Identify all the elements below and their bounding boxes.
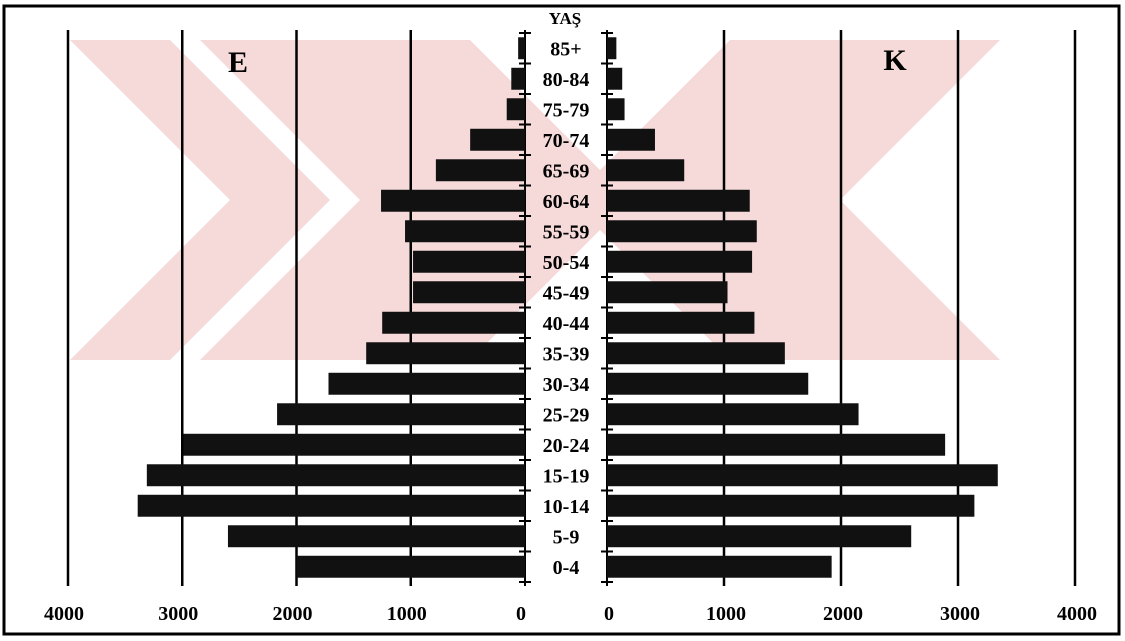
bar-e-30-34 bbox=[328, 372, 525, 395]
age-label: 70-74 bbox=[543, 130, 590, 152]
bar-k-55-59 bbox=[607, 220, 757, 243]
bar-e-20-24 bbox=[183, 433, 525, 456]
bar-e-80-84 bbox=[511, 67, 525, 90]
age-label: 80-84 bbox=[543, 69, 590, 91]
left-series-label: E bbox=[228, 46, 248, 79]
bar-k-80-84 bbox=[607, 67, 623, 90]
bar-k-20-24 bbox=[607, 433, 946, 456]
right-series-label: K bbox=[883, 44, 907, 77]
watermark bbox=[70, 40, 1000, 360]
bar-e-45-49 bbox=[413, 281, 525, 304]
age-label: 10-14 bbox=[543, 496, 590, 518]
x-tick-label: 3000 bbox=[940, 603, 980, 625]
bars bbox=[137, 37, 998, 578]
bar-e-85+ bbox=[518, 37, 525, 60]
bar-e-40-44 bbox=[382, 311, 525, 334]
x-tick-label: 4000 bbox=[1057, 603, 1097, 625]
age-label: 45-49 bbox=[543, 282, 590, 304]
age-label: 65-69 bbox=[543, 160, 590, 182]
bar-e-15-19 bbox=[146, 464, 525, 487]
bar-e-75-79 bbox=[506, 98, 525, 121]
age-labels: 85+ 80-84 75-79 70-74 65-69 60-64 55-59 50-54 45… bbox=[543, 38, 590, 579]
bar-e-5-9 bbox=[227, 525, 525, 548]
age-label: 35-39 bbox=[543, 343, 590, 365]
x-tick-label: 1000 bbox=[706, 603, 746, 625]
bar-e-25-29 bbox=[277, 403, 525, 426]
bar-k-40-44 bbox=[607, 311, 755, 334]
bar-k-5-9 bbox=[607, 525, 912, 548]
x-tick-label: 2000 bbox=[823, 603, 863, 625]
age-label: 0-4 bbox=[553, 557, 580, 579]
x-tick-label: 0 bbox=[516, 603, 526, 625]
x-tick-label: 3000 bbox=[158, 603, 198, 625]
bar-e-65-69 bbox=[435, 159, 525, 182]
x-tick-label: 2000 bbox=[273, 603, 313, 625]
bar-e-10-14 bbox=[137, 494, 525, 517]
bar-k-60-64 bbox=[607, 189, 750, 212]
age-label: 5-9 bbox=[553, 526, 580, 548]
bar-k-25-29 bbox=[607, 403, 859, 426]
age-label: 30-34 bbox=[543, 374, 590, 396]
x-tick-label: 1000 bbox=[387, 603, 427, 625]
bar-e-35-39 bbox=[366, 342, 525, 365]
age-label: 85+ bbox=[550, 38, 581, 60]
bar-e-55-59 bbox=[405, 220, 525, 243]
tick-labels: 4000 3000 2000 1000 0 0 1000 2000 3000 4000 bbox=[44, 603, 1097, 625]
grid bbox=[66, 30, 1077, 586]
bar-k-10-14 bbox=[607, 494, 975, 517]
chart-frame bbox=[2, 4, 1121, 636]
bar-k-0-4 bbox=[607, 555, 832, 578]
age-label: 25-29 bbox=[543, 404, 590, 426]
bar-e-0-4 bbox=[296, 555, 525, 578]
x-tick-label: 0 bbox=[604, 603, 614, 625]
age-label: 40-44 bbox=[543, 313, 590, 335]
bar-k-45-49 bbox=[607, 281, 728, 304]
bar-k-50-54 bbox=[607, 250, 753, 273]
bar-k-35-39 bbox=[607, 342, 785, 365]
age-label: 15-19 bbox=[543, 465, 590, 487]
bar-e-60-64 bbox=[381, 189, 525, 212]
bar-k-75-79 bbox=[607, 98, 625, 121]
bar-k-85+ bbox=[607, 37, 617, 60]
age-label: 75-79 bbox=[543, 99, 590, 121]
bar-e-70-74 bbox=[470, 128, 525, 151]
age-label: 20-24 bbox=[543, 435, 590, 457]
bar-k-65-69 bbox=[607, 159, 685, 182]
bar-k-70-74 bbox=[607, 128, 655, 151]
x-tick-label: 4000 bbox=[44, 603, 84, 625]
bar-k-30-34 bbox=[607, 372, 809, 395]
bar-e-50-54 bbox=[413, 250, 525, 273]
age-label: 60-64 bbox=[543, 191, 590, 213]
y-axis-title: YAŞ bbox=[549, 9, 581, 28]
bar-k-15-19 bbox=[607, 464, 998, 487]
age-label: 55-59 bbox=[543, 221, 590, 243]
age-label: 50-54 bbox=[543, 252, 590, 274]
